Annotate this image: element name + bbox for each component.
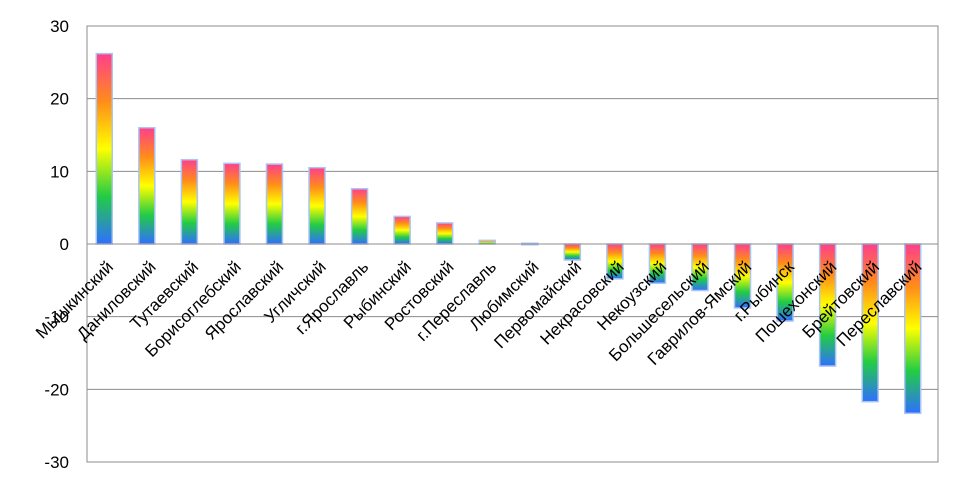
y-tick-label: 20 (50, 90, 69, 109)
bar (95, 52, 114, 245)
bar (435, 222, 454, 245)
bar (308, 166, 326, 245)
y-tick-label: -20 (44, 380, 69, 399)
bar (393, 215, 411, 245)
y-tick-label: 0 (60, 235, 69, 254)
y-tick-label: -10 (44, 308, 69, 327)
bar (478, 239, 496, 245)
bar (350, 188, 369, 245)
bar (265, 163, 284, 245)
category-labels: МышкинскийДаниловскийТутаевскийБорисогле… (32, 257, 926, 369)
bar (563, 243, 582, 261)
bars (95, 52, 922, 415)
y-tick-label: 10 (50, 162, 69, 181)
y-tick-label: 30 (50, 17, 69, 36)
y-tick-label: -30 (44, 453, 69, 472)
bar (138, 126, 156, 245)
y-axis-tick-labels: 30 20 10 0 -10 -20 -30 (44, 17, 69, 472)
bar (223, 162, 241, 245)
bar (180, 158, 199, 245)
